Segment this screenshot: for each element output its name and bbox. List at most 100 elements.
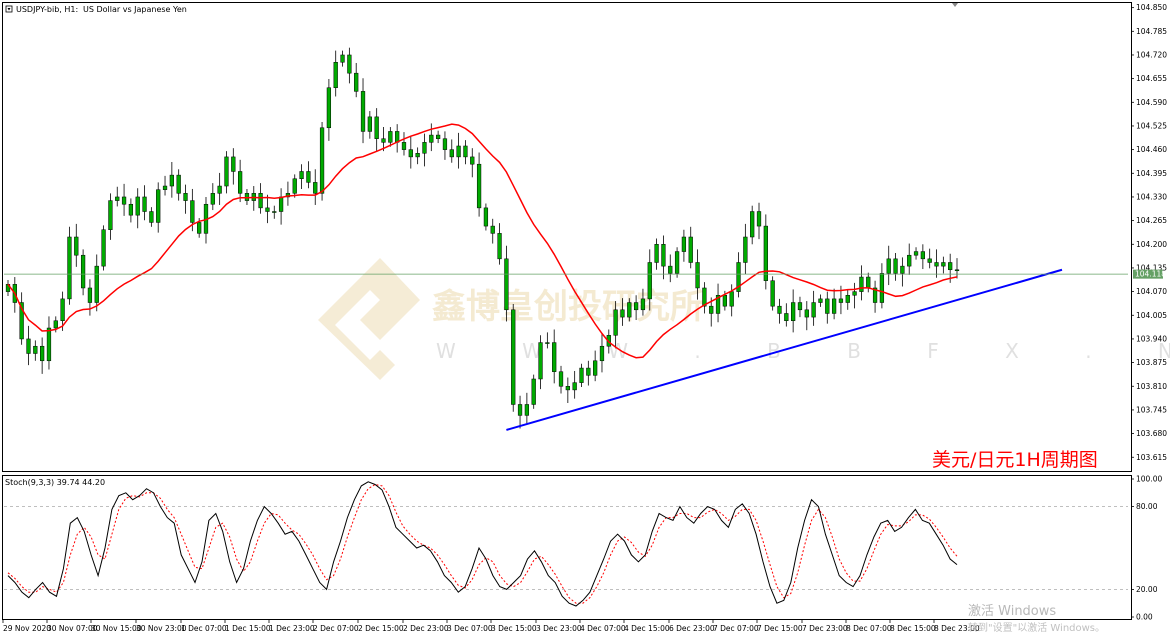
- bear-candle: [927, 258, 932, 263]
- bull-candle: [736, 262, 741, 292]
- bull-candle: [217, 185, 222, 194]
- bull-candle: [743, 236, 748, 263]
- price-axis: 104.850 104.785 104.720 104.655 104.590 104.5…: [1131, 3, 1167, 462]
- bear-candle: [306, 171, 311, 183]
- price-tick-label: 103.745: [1136, 405, 1167, 414]
- candlesticks: [5, 47, 960, 429]
- price-pane[interactable]: [2, 2, 1132, 472]
- bull-candle: [326, 87, 332, 129]
- price-tick-label: 104.850: [1136, 3, 1167, 12]
- price-tick-label: 104.200: [1136, 240, 1167, 249]
- windows-activation-title: 激活 Windows: [968, 604, 1056, 619]
- bear-candle: [128, 203, 134, 216]
- chart-header: USDJPY-bib, H1: US Dollar vs Japanese Ye…: [5, 5, 187, 14]
- chart-shift-marker[interactable]: [952, 3, 958, 7]
- stochastic-main-line: [7, 481, 958, 607]
- stochastic-pane[interactable]: [2, 475, 1132, 620]
- bull-candle: [907, 254, 912, 267]
- time-tick-label: 6 Dec 23:00: [669, 624, 715, 633]
- bull-candle: [224, 156, 229, 187]
- bull-candle: [599, 345, 605, 362]
- time-tick-label: 1 Dec 07:00: [181, 624, 227, 633]
- time-tick-label: 4 Dec 15:00: [624, 624, 670, 633]
- price-tick-label: 103.615: [1136, 453, 1167, 462]
- price-tick-label: 104.460: [1136, 145, 1167, 154]
- bull-candle: [367, 116, 372, 132]
- bull-candle: [299, 171, 304, 179]
- price-tick-label: 104.265: [1136, 216, 1167, 225]
- bear-candle: [797, 302, 803, 311]
- bear-candle: [770, 280, 775, 307]
- bull-candle: [593, 360, 598, 376]
- bear-candle: [688, 236, 693, 263]
- bear-candle: [661, 244, 666, 267]
- bear-candle: [435, 134, 441, 139]
- time-tick-label: 1 Dec 15:00: [225, 624, 271, 633]
- chart-annotation: 美元/日元1H周期图: [932, 449, 1098, 471]
- bull-candle: [879, 273, 885, 303]
- bear-candle: [866, 276, 871, 289]
- bull-candle: [886, 258, 891, 274]
- bear-candle: [838, 298, 844, 303]
- current-price-tag: [1133, 269, 1163, 279]
- moving-average-line: [7, 123, 958, 359]
- bull-candle: [333, 62, 338, 88]
- bear-candle: [238, 171, 243, 194]
- bear-candle: [381, 138, 386, 143]
- bear-candle: [40, 345, 45, 362]
- bull-candle: [654, 244, 659, 263]
- current-price-label: 104.118: [1135, 270, 1166, 279]
- bear-candle: [347, 54, 352, 74]
- bull-candle: [831, 298, 837, 314]
- price-tick-label: 104.135: [1136, 263, 1167, 272]
- bear-candle: [360, 91, 366, 132]
- time-tick-label: 7 Dec 15:00: [757, 624, 803, 633]
- bull-candle: [791, 302, 796, 321]
- bull-candle: [156, 189, 161, 223]
- bull-candle: [913, 251, 919, 256]
- bear-candle: [804, 309, 809, 318]
- bull-candle: [278, 196, 284, 212]
- bull-candle: [647, 262, 652, 300]
- bear-candle: [87, 287, 93, 303]
- bull-candle: [750, 211, 755, 238]
- bull-candle: [845, 295, 850, 303]
- time-tick-label: 7 Dec 23:00: [802, 624, 848, 633]
- bull-candle: [135, 196, 140, 216]
- time-tick-label: 8 Dec 23:00: [934, 624, 980, 633]
- bear-candle: [934, 262, 939, 267]
- time-tick-label: 2 Dec 07:00: [313, 624, 359, 633]
- bear-candle: [722, 295, 727, 307]
- bear-candle: [893, 258, 898, 274]
- time-tick-label: 8 Dec 15:00: [890, 624, 936, 633]
- bear-candle: [74, 236, 79, 256]
- price-tick-label: 103.680: [1136, 429, 1167, 438]
- bear-candle: [463, 145, 468, 158]
- symbol-label: USDJPY-bib, H1:: [16, 5, 78, 14]
- time-tick-label: 2 Dec 23:00: [403, 624, 449, 633]
- bull-candle: [169, 174, 174, 187]
- bear-candle: [408, 149, 413, 158]
- time-tick-label: 30 Nov 15:00: [91, 624, 142, 633]
- stoch-tick-label: 0.00: [1136, 613, 1153, 622]
- bull-candle: [422, 142, 427, 154]
- symbol-menu-icon[interactable]: [5, 5, 13, 13]
- bull-candle: [388, 131, 393, 143]
- trendline[interactable]: [506, 268, 1063, 431]
- time-tick-label: 1 Dec 23:00: [269, 624, 315, 633]
- stochastic-axis: 100.00 80.00 20.00 0.00: [4, 475, 1162, 622]
- bull-candle: [852, 291, 857, 296]
- bear-candle: [558, 371, 564, 387]
- bear-candle: [190, 200, 195, 223]
- windows-activation-hint: 转到"设置"以激活 Windows。: [968, 621, 1105, 634]
- bear-candle: [586, 367, 591, 376]
- bull-candle: [162, 185, 168, 190]
- bear-candle: [702, 287, 707, 307]
- bull-candle: [900, 265, 905, 274]
- bull-candle: [941, 262, 946, 267]
- bull-candle: [715, 295, 721, 314]
- bear-candle: [258, 193, 263, 209]
- time-tick-label: 30 Nov 23:00: [136, 624, 187, 633]
